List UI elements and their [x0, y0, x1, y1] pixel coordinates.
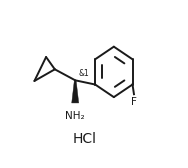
Polygon shape [72, 80, 79, 103]
Text: &1: &1 [79, 69, 90, 78]
Text: HCl: HCl [73, 132, 97, 145]
Text: NH₂: NH₂ [65, 111, 85, 121]
Text: F: F [131, 97, 137, 107]
